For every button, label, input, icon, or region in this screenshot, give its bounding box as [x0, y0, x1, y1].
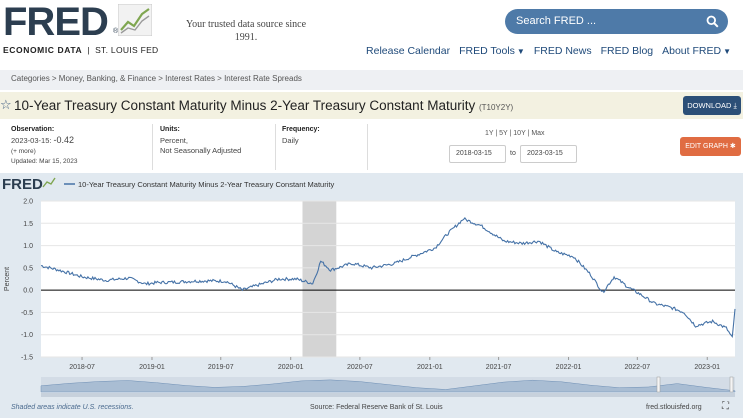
nav-release-calendar[interactable]: Release Calendar	[366, 45, 451, 57]
fred-logo-graph-icon[interactable]	[118, 4, 152, 36]
nav-fred-tools[interactable]: FRED Tools ▼	[459, 45, 525, 57]
search-placeholder: Search FRED ...	[516, 15, 597, 27]
recession-shading	[302, 201, 337, 357]
y-axis-ticks: -1.5 -1.0 -0.5 0.0 0.5 1.0 1.5 2.0	[21, 199, 33, 362]
x-tick-label: 2019-07	[208, 364, 234, 371]
series-line[interactable]	[41, 217, 736, 338]
chart-svg[interactable]: FRED 10-Year Treasury Constant Maturity …	[0, 173, 743, 418]
x-tick-label: 2022-07	[624, 364, 650, 371]
y-tick-label: -0.5	[21, 310, 33, 317]
search-icon[interactable]	[706, 15, 719, 28]
frequency-label: Frequency:	[282, 126, 320, 133]
logo-sub-economic-data: ECONOMIC DATA	[3, 45, 83, 55]
series-title-band: ☆ 10-Year Treasury Constant Maturity Min…	[0, 92, 743, 119]
legend-fred-logo: FRED	[2, 176, 43, 193]
search-input[interactable]: Search FRED ...	[505, 9, 728, 34]
page-title: 10-Year Treasury Constant Maturity Minus…	[14, 98, 513, 113]
range-options[interactable]: 1Y | 5Y | 10Y | Max	[485, 130, 545, 137]
series-title: 10-Year Treasury Constant Maturity Minus…	[14, 98, 476, 113]
x-tick-label: 2021-07	[486, 364, 512, 371]
y-tick-label: 0.5	[23, 265, 33, 272]
observation-value: -0.42	[53, 135, 75, 145]
observation-label: Observation:	[11, 126, 55, 133]
nav-about-fred[interactable]: About FRED ▼	[662, 45, 731, 57]
breadcrumb[interactable]: Categories > Money, Banking, & Finance >…	[0, 70, 743, 90]
updated-date: Updated: Mar 15, 2023	[11, 158, 78, 165]
date-to-label: to	[510, 150, 516, 157]
observation-date: 2023-03-15:	[11, 136, 52, 145]
divider	[367, 124, 368, 170]
navigator-series	[40, 379, 736, 393]
star-icon[interactable]: ☆	[0, 97, 12, 112]
download-button[interactable]: DOWNLOAD ⤓	[683, 96, 741, 115]
x-tick-label: 2018-07	[69, 364, 95, 371]
divider	[152, 124, 153, 170]
units-label: Units:	[160, 126, 180, 133]
x-tick-label: 2020-07	[347, 364, 373, 371]
x-axis-ticks: 2018-07 2019-01 2019-07 2020-01 2020-07 2021-…	[69, 357, 720, 371]
y-tick-label: 0.0	[23, 288, 33, 295]
logo-sub-st-louis-fed: ST. LOUIS FED	[95, 45, 159, 55]
site-url[interactable]: fred.stlouisfed.org	[646, 404, 702, 411]
gear-icon: ✱	[729, 143, 736, 150]
y-tick-label: 1.0	[23, 243, 33, 250]
chart-panel: FRED 10-Year Treasury Constant Maturity …	[0, 173, 743, 418]
gridlines	[41, 200, 735, 358]
main-nav: Release Calendar FRED Tools ▼ FRED News F…	[366, 45, 731, 57]
divider	[275, 124, 276, 170]
logo-sub-separator: |	[87, 45, 91, 55]
x-tick-label: 2020-01	[278, 364, 304, 371]
start-date-input[interactable]: 2018-03-15	[449, 145, 506, 163]
series-id: (T10Y2Y)	[478, 103, 514, 112]
nav-fred-news[interactable]: FRED News	[533, 45, 592, 57]
recession-band-0	[302, 201, 337, 357]
x-tick-label: 2022-01	[556, 364, 582, 371]
tagline: Your trusted data source since 1991.	[185, 19, 307, 43]
observation-row: 2023-03-15: -0.42	[11, 135, 74, 146]
y-axis-label: Percent	[4, 267, 11, 291]
frequency-value: Daily	[282, 136, 299, 145]
units-line-1: Percent,	[160, 136, 188, 145]
chevron-down-icon: ▼	[723, 47, 731, 56]
registered-mark: ®	[113, 28, 119, 35]
y-tick-label: -1.0	[21, 332, 33, 339]
download-icon: ⤓	[733, 101, 737, 110]
legend-label: 10-Year Treasury Constant Maturity Minus…	[78, 180, 334, 189]
y-tick-label: 2.0	[23, 199, 33, 206]
navigator-handle-left[interactable]	[656, 376, 661, 393]
y-tick-label: -1.5	[21, 355, 33, 362]
nav-fred-blog[interactable]: FRED Blog	[600, 45, 654, 57]
navigator-scrollbar[interactable]	[41, 393, 735, 397]
y-tick-label: 1.5	[23, 221, 33, 228]
chevron-down-icon: ▼	[516, 47, 525, 56]
plot-area	[41, 201, 735, 357]
more-link[interactable]: (+ more)	[11, 148, 36, 155]
legend-logo-graph-icon	[42, 177, 56, 188]
edit-graph-button[interactable]: EDIT GRAPH ✱	[680, 137, 741, 156]
fred-logo[interactable]: FRED	[3, 0, 109, 44]
end-date-input[interactable]: 2023-03-15	[520, 145, 577, 163]
recession-note: Shaded areas indicate U.S. recessions.	[11, 404, 134, 411]
units-line-2: Not Seasonally Adjusted	[160, 146, 242, 155]
x-tick-label: 2019-01	[139, 364, 165, 371]
x-tick-label: 2023-01	[694, 364, 720, 371]
fullscreen-icon[interactable]: ⛶	[722, 401, 729, 412]
site-header: FRED ® ECONOMIC DATA | ST. LOUIS FED Your …	[0, 0, 743, 70]
x-tick-label: 2021-01	[417, 364, 443, 371]
source-text: Source: Federal Reserve Bank of St. Loui…	[310, 404, 443, 411]
navigator-handle-right[interactable]	[729, 376, 734, 393]
logo-subtitle: ECONOMIC DATA | ST. LOUIS FED	[3, 45, 159, 55]
